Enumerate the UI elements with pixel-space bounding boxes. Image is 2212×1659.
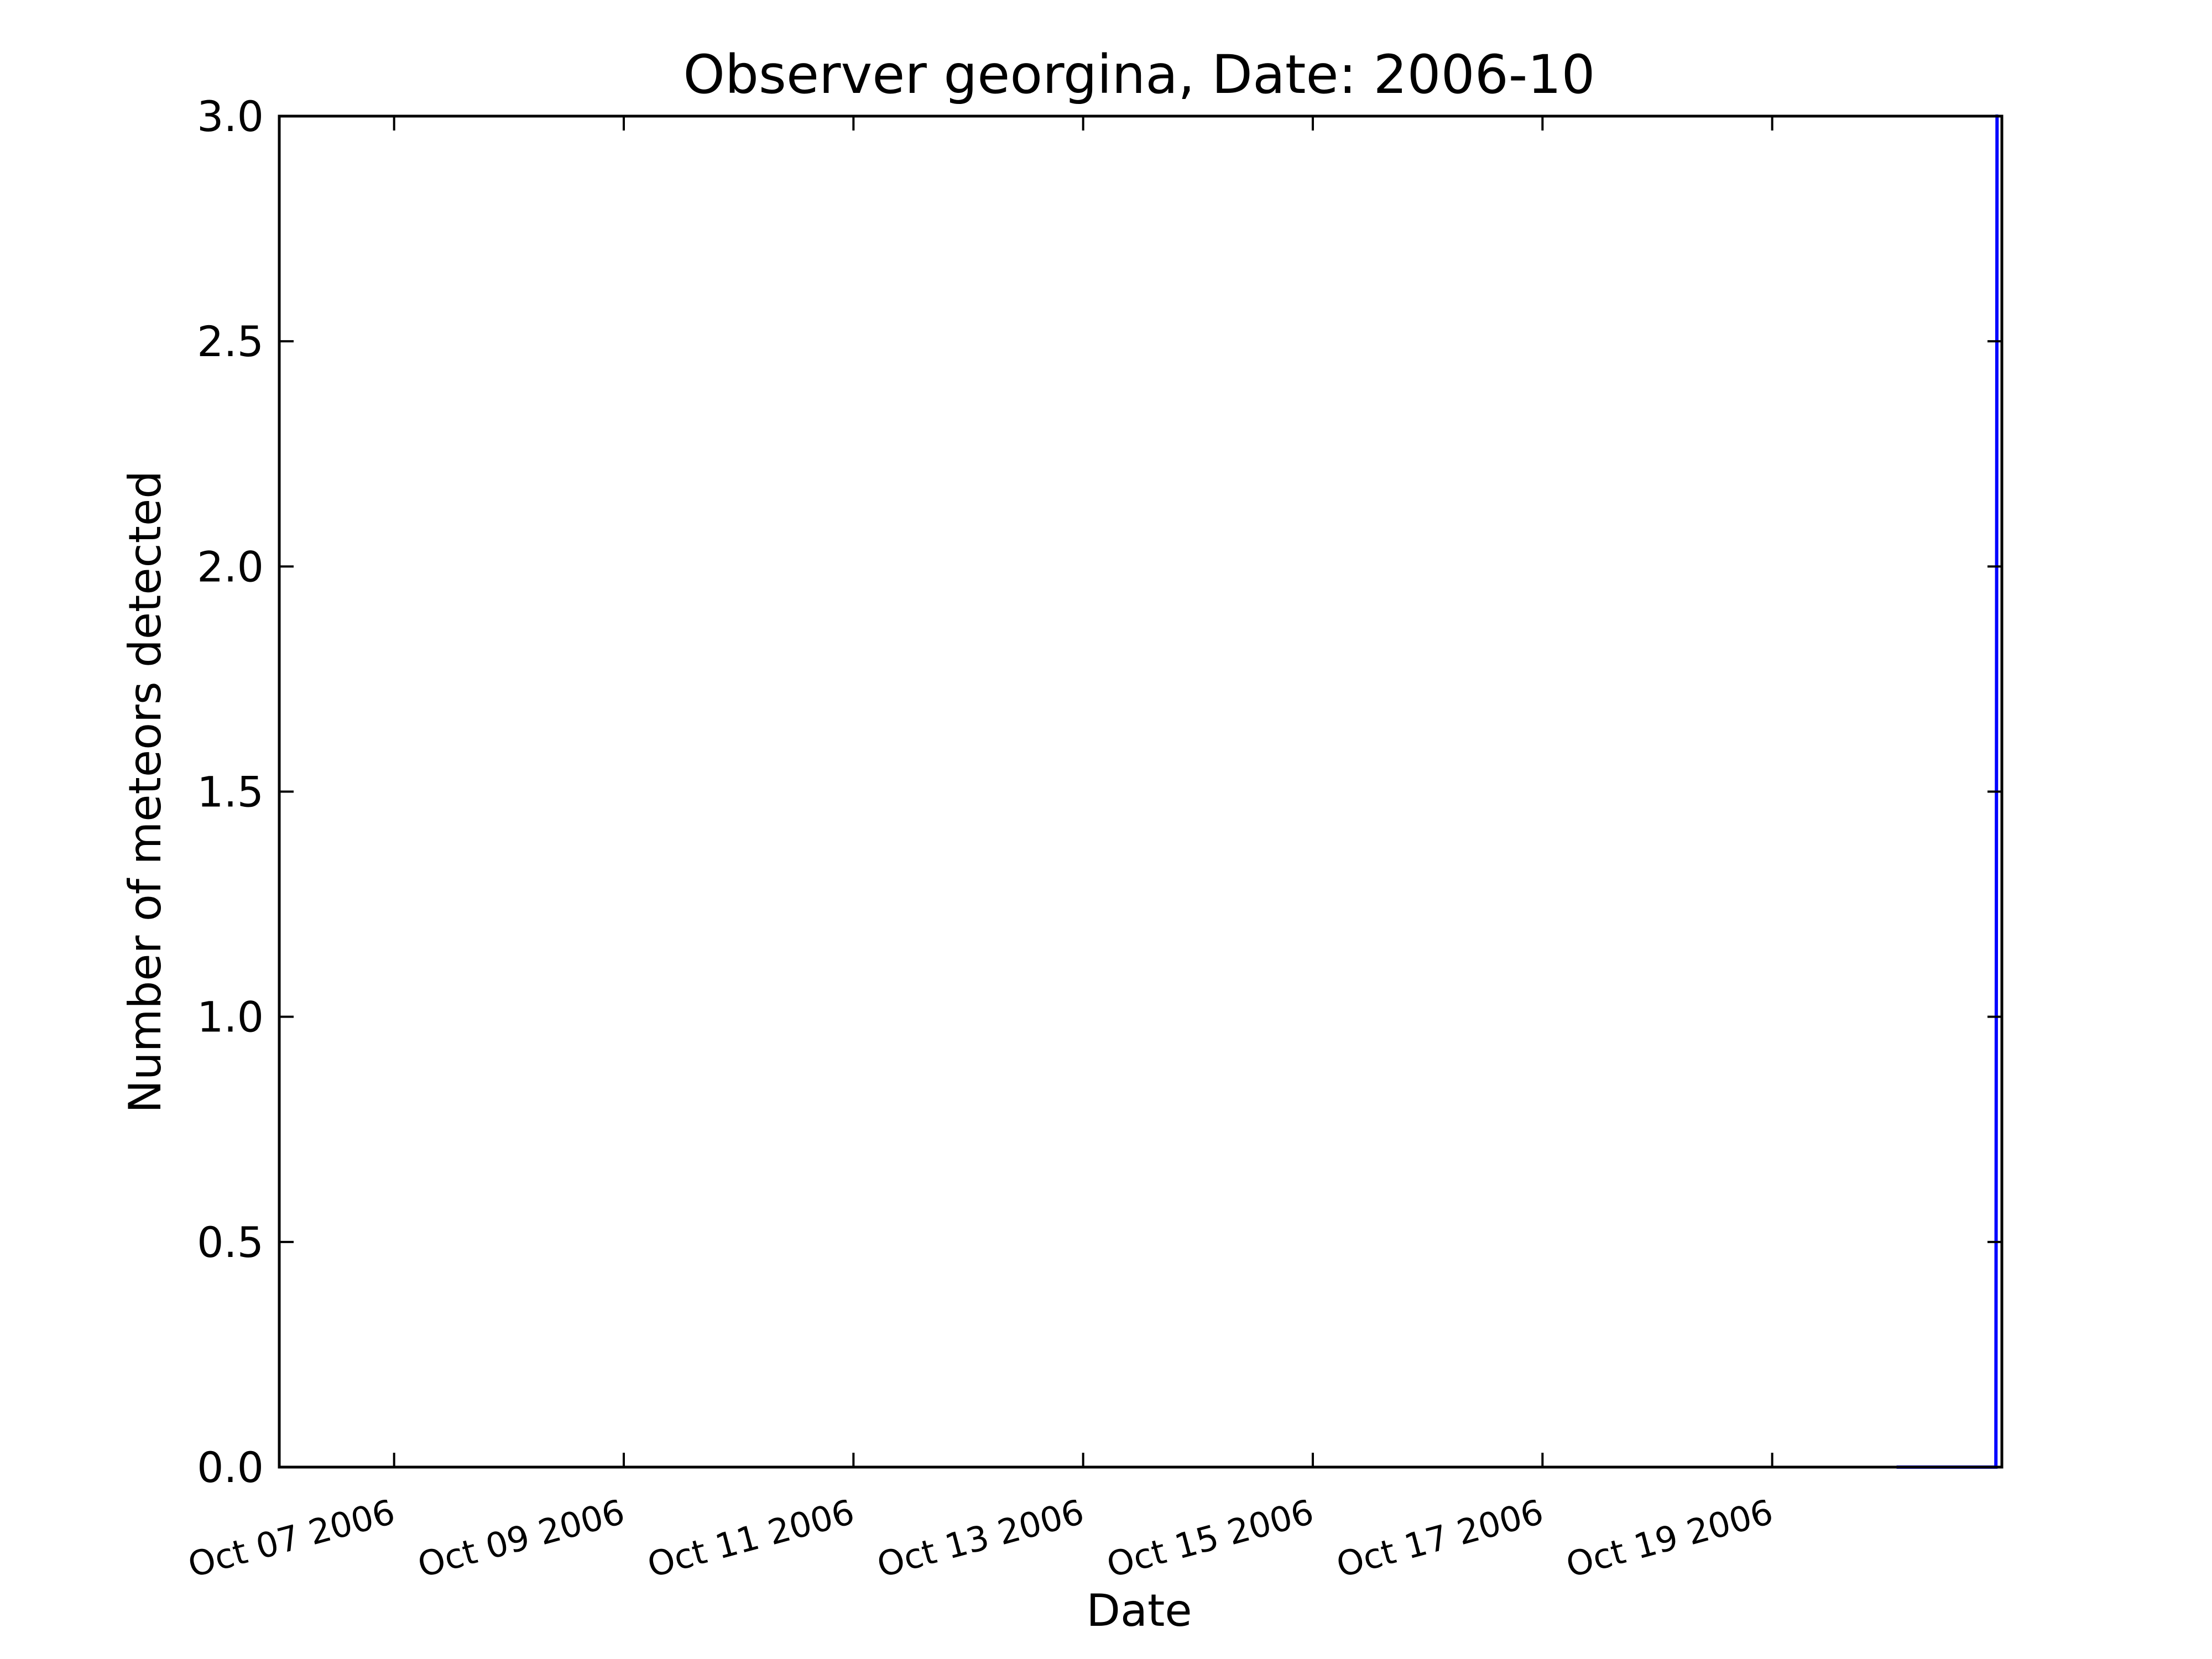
- plot-area: [1896, 114, 1999, 1469]
- x-tick-label: Oct 11 2006: [643, 1491, 858, 1585]
- chart-title: Observer georgina, Date: 2006-10: [683, 44, 1595, 106]
- x-tick-label: Oct 17 2006: [1332, 1491, 1547, 1585]
- y-tick-label: 1.0: [197, 993, 264, 1042]
- y-tick-label: 2.0: [197, 542, 264, 591]
- x-tick-label: Oct 19 2006: [1562, 1491, 1777, 1585]
- plot-frame: [278, 114, 2004, 1469]
- y-tick-label: 1.5: [197, 768, 264, 817]
- x-axis-label: Date: [1086, 1585, 1192, 1636]
- y-tick-label: 2.5: [197, 317, 264, 366]
- x-tick-label: Oct 07 2006: [184, 1491, 399, 1585]
- x-tick-label: Oct 15 2006: [1103, 1491, 1318, 1585]
- x-tick-label: Oct 09 2006: [414, 1491, 629, 1585]
- y-tick-label: 0.5: [197, 1218, 264, 1267]
- y-tick-label: 0.0: [197, 1443, 264, 1492]
- x-tick-label: Oct 13 2006: [873, 1491, 1088, 1585]
- x-axis: Oct 07 2006 Oct 09 2006 Oct 11 2006 Oct 13 …: [184, 116, 1777, 1585]
- y-tick-label: 3.0: [197, 92, 264, 141]
- y-axis-label: Number of meteors detected: [119, 471, 171, 1113]
- series-line: [1896, 114, 1999, 1469]
- y-axis: 0.0 0.5 1.0 1.5 2.0 2.5 3.0: [197, 92, 2002, 1492]
